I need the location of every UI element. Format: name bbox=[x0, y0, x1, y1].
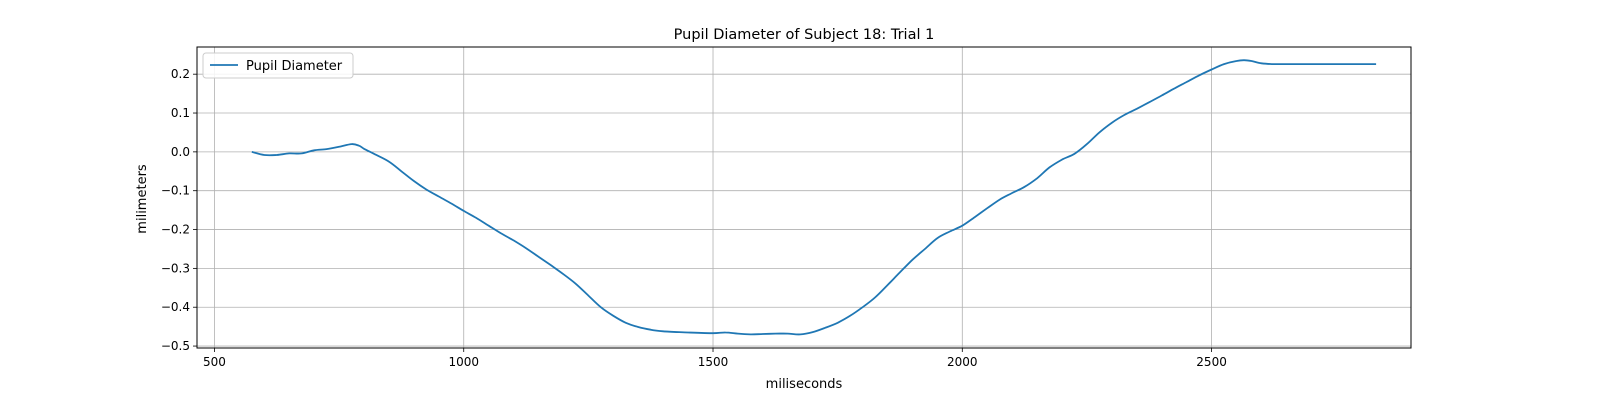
y-tick-label: 0.0 bbox=[171, 145, 190, 159]
y-axis-label: milimeters bbox=[135, 164, 150, 234]
grid bbox=[197, 47, 1411, 348]
y-tick-label: 0.2 bbox=[171, 67, 190, 81]
x-tick-label: 1000 bbox=[448, 355, 479, 369]
x-axis-label: miliseconds bbox=[766, 377, 843, 392]
y-tick-label: −0.1 bbox=[161, 184, 190, 198]
x-axis-ticks: 500 1000 1500 2000 2500 bbox=[203, 348, 1227, 369]
y-tick-label: −0.5 bbox=[161, 339, 190, 353]
y-tick-label: −0.4 bbox=[161, 300, 190, 314]
x-tick-label: 2000 bbox=[947, 355, 978, 369]
y-tick-label: −0.2 bbox=[161, 223, 190, 237]
y-tick-label: −0.3 bbox=[161, 261, 190, 275]
y-axis-ticks: −0.5 −0.4 −0.3 −0.2 −0.1 0.0 0.1 0.2 bbox=[161, 67, 197, 353]
x-tick-label: 2500 bbox=[1196, 355, 1227, 369]
y-tick-label: 0.1 bbox=[171, 106, 190, 120]
legend-label: Pupil Diameter bbox=[246, 59, 343, 74]
plot-frame bbox=[196, 46, 1412, 349]
chart-title: Pupil Diameter of Subject 18: Trial 1 bbox=[674, 27, 935, 43]
x-tick-label: 1500 bbox=[698, 355, 729, 369]
legend: Pupil Diameter bbox=[202, 52, 354, 79]
series-layer bbox=[251, 59, 1377, 336]
series-line bbox=[251, 59, 1377, 336]
x-tick-label: 500 bbox=[203, 355, 226, 369]
legend-box bbox=[202, 52, 354, 79]
